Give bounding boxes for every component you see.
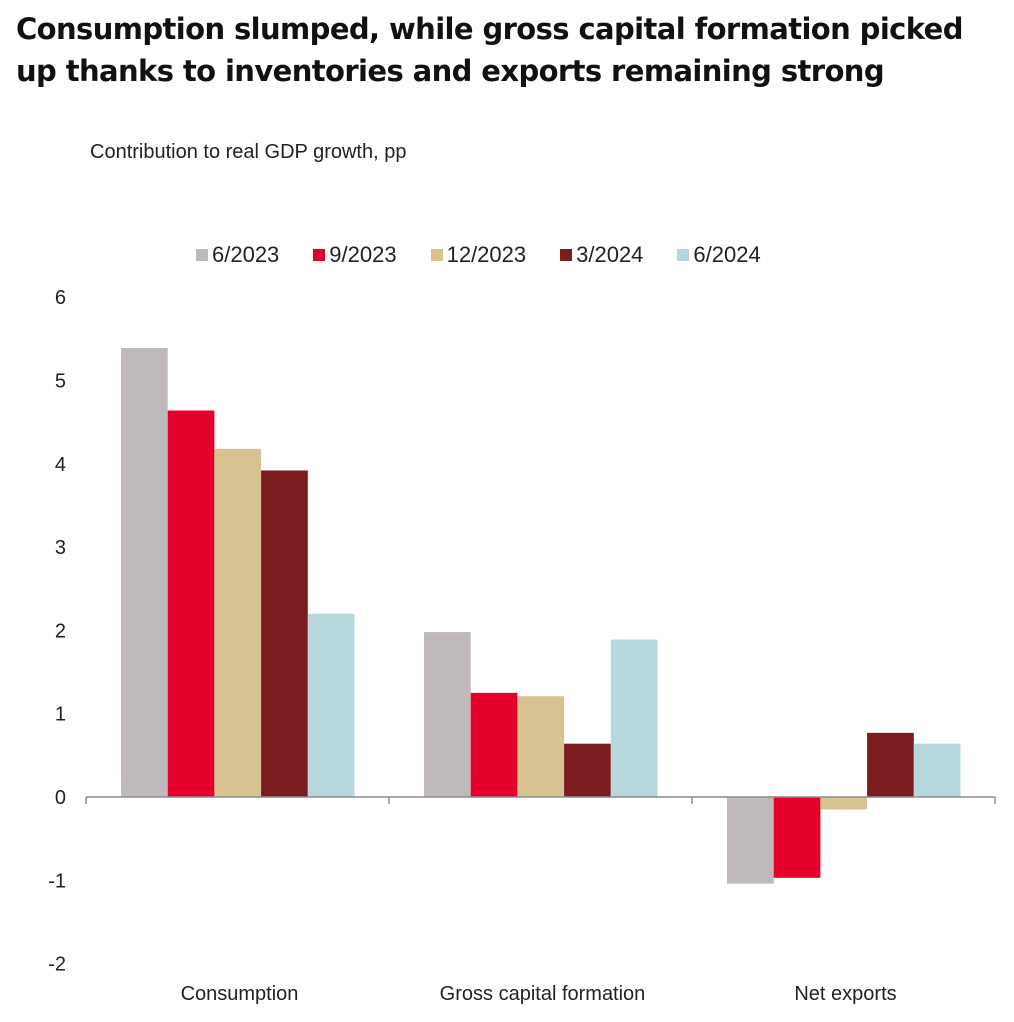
bar-3-2024	[261, 470, 308, 797]
legend-swatch	[560, 249, 573, 261]
chart-title: Consumption slumped, while gross capital…	[16, 12, 964, 88]
bar-9-2023	[470, 692, 518, 797]
legend-label: 9/2023	[329, 242, 397, 267]
legend-swatch	[313, 249, 326, 261]
legend: 6/2023 9/2023 12/2023 3/2024 6/2024	[196, 241, 795, 269]
bar-9-2023	[167, 410, 215, 797]
bar-9-2023	[773, 797, 821, 878]
bar-3-2024	[564, 743, 611, 797]
legend-label: 6/2023	[212, 242, 280, 267]
y-tick-label: -1	[48, 870, 66, 892]
x-category-label: Net exports	[794, 983, 896, 1005]
x-category-label: Consumption	[181, 983, 299, 1005]
legend-label: 12/2023	[446, 242, 527, 267]
legend-item: 6/2023	[196, 242, 279, 268]
legend-item: 9/2023	[313, 242, 397, 268]
y-tick-label: -2	[48, 954, 66, 976]
legend-swatch	[677, 249, 690, 261]
bar-6-2024	[610, 639, 658, 797]
legend-item: 6/2024	[677, 242, 761, 268]
bar-6-2024	[913, 743, 961, 797]
y-tick-label: 0	[55, 787, 66, 809]
bar-12-2023	[517, 696, 565, 797]
legend-label: 6/2024	[693, 242, 761, 267]
legend-item: 3/2024	[560, 242, 643, 268]
y-tick-label: 6	[55, 287, 66, 309]
bar-6-2023	[424, 632, 471, 797]
legend-item: 12/2023	[430, 242, 527, 268]
y-tick-label: 2	[55, 620, 66, 642]
chart-subtitle: Contribution to real GDP growth, pp	[90, 141, 407, 163]
y-tick-label: 3	[55, 537, 66, 559]
y-tick-label: 5	[55, 371, 66, 393]
legend-swatch	[430, 249, 443, 261]
legend-swatch	[196, 249, 208, 261]
x-category-label: Gross capital formation	[440, 983, 646, 1005]
y-tick-label: 1	[55, 704, 66, 726]
bar-12-2023	[214, 448, 262, 797]
legend-label: 3/2024	[576, 242, 644, 267]
bar-12-2023	[820, 797, 868, 810]
bar-6-2023	[727, 797, 774, 884]
bar-3-2024	[867, 732, 914, 797]
bar-6-2023	[121, 348, 168, 797]
bar-6-2024	[307, 613, 355, 797]
y-tick-label: 4	[55, 454, 66, 476]
